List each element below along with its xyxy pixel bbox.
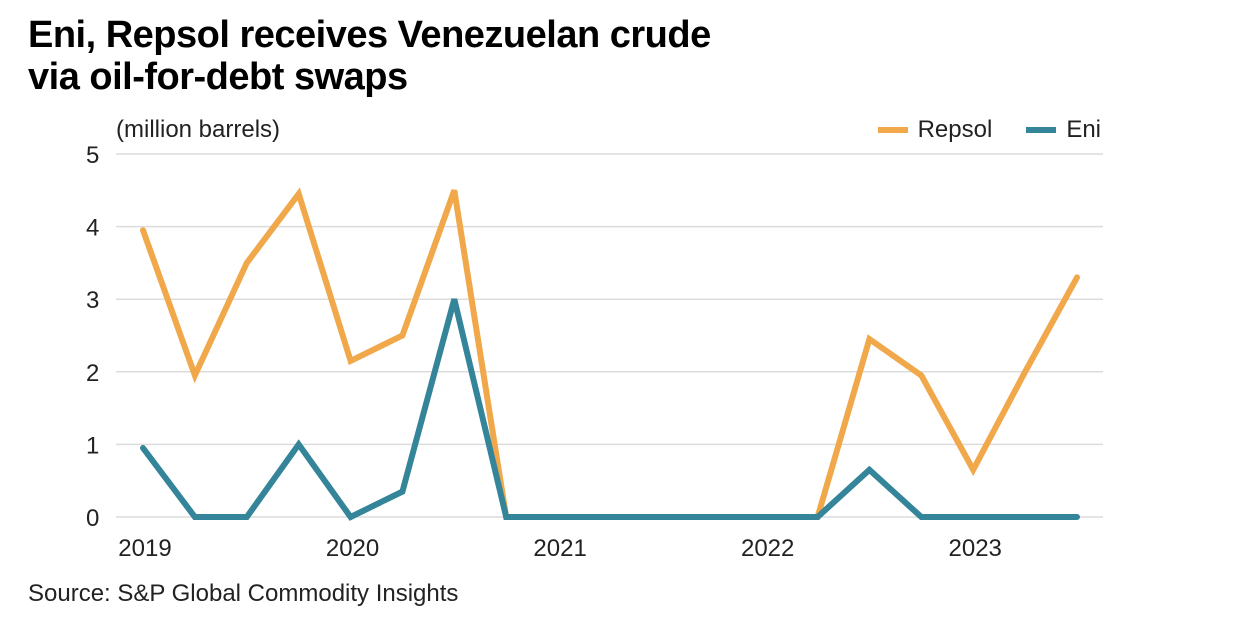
y-tick-label: 5 [86, 142, 99, 169]
y-tick-label: 3 [86, 287, 99, 314]
chart-title: Eni, Repsol receives Venezuelan crude vi… [28, 14, 711, 98]
chart-title-line-2: via oil-for-debt swaps [28, 56, 408, 98]
legend: Repsol Eni [844, 116, 1101, 144]
x-tick-label: 2023 [949, 535, 1002, 562]
y-axis-unit-label: (million barrels) [116, 116, 281, 143]
y-tick-label: 4 [86, 215, 99, 242]
y-tick-label: 2 [86, 360, 99, 387]
x-tick-label: 2019 [118, 535, 171, 562]
chart-title-line-1: Eni, Repsol receives Venezuelan crude [28, 14, 711, 56]
legend-label-eni: Eni [1066, 116, 1101, 143]
source-note: Source: S&P Global Commodity Insights [28, 580, 459, 607]
y-tick-label: 1 [86, 432, 99, 459]
legend-label-repsol: Repsol [917, 116, 993, 143]
legend-swatch-eni [1026, 127, 1057, 133]
series-line-eni [140, 298, 1080, 521]
x-tick-label: 2020 [326, 535, 379, 562]
y-tick-label: 0 [86, 505, 99, 532]
x-tick-label: 2022 [741, 535, 794, 562]
legend-item-repsol: Repsol [877, 116, 993, 144]
legend-swatch-repsol [877, 127, 908, 133]
x-tick-label: 2021 [533, 535, 586, 562]
legend-item-eni: Eni [1026, 116, 1101, 144]
